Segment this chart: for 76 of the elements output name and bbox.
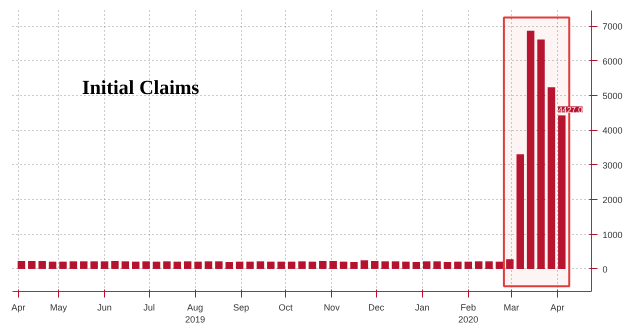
bar (548, 87, 556, 269)
x-tick-label: Feb 2020 (458, 302, 478, 324)
bar (246, 262, 254, 269)
bar (174, 262, 182, 269)
x-tick-label: Dec (368, 302, 385, 312)
x-tick-label: Aug 2019 (185, 302, 206, 324)
text: Initial Claims (82, 76, 200, 99)
bar (298, 261, 306, 269)
bar (132, 262, 140, 269)
bar (267, 262, 275, 269)
bar (474, 261, 482, 269)
y-tick-label: 6000 (602, 56, 623, 66)
bar (308, 262, 316, 269)
x-tick-label: Jul (143, 302, 155, 312)
bar (537, 39, 545, 269)
x-tick-label: Jan (415, 302, 430, 312)
x-tick-label: Sep (233, 302, 250, 312)
bar (38, 260, 46, 269)
data-label: 4427.0 (558, 105, 584, 114)
x-tick-label: Mar (504, 302, 520, 312)
y-tick-label: 0 (602, 264, 608, 274)
x-tick-label: Nov (324, 302, 340, 312)
bar (464, 262, 472, 269)
bar (381, 261, 389, 269)
bar (48, 262, 56, 269)
bar (277, 262, 285, 269)
bar (392, 261, 400, 269)
x-tick-label: May (50, 302, 68, 312)
x-tick-label: Oct (278, 302, 294, 312)
y-tick-label: 5000 (602, 90, 623, 101)
bar (288, 262, 296, 269)
bar (194, 262, 202, 269)
x-tick-label: Apr (550, 302, 564, 312)
bar (163, 261, 171, 269)
bar (485, 261, 493, 269)
bar (402, 262, 410, 269)
bar (319, 260, 327, 269)
bar (111, 260, 119, 269)
bar (80, 261, 88, 269)
bar (558, 115, 566, 269)
bar (506, 259, 514, 269)
bar (526, 30, 534, 269)
bar (516, 154, 524, 269)
bar (18, 260, 26, 269)
bar (204, 261, 212, 269)
bar (90, 261, 98, 269)
bar (256, 261, 264, 269)
bar (433, 261, 441, 269)
bar (350, 262, 358, 269)
x-tick-label: Jun (97, 302, 112, 312)
y-tick-label: 1000 (602, 230, 623, 240)
bar (371, 260, 378, 269)
y-tick-label: 3000 (602, 160, 623, 170)
bar (226, 262, 233, 269)
bar (329, 260, 337, 269)
bar (184, 261, 192, 269)
x-tick-label: Apr (11, 302, 26, 312)
bar (412, 262, 420, 269)
bar (122, 261, 130, 269)
bar (340, 262, 348, 269)
bar (454, 262, 462, 269)
y-tick-label: 2000 (602, 195, 623, 206)
bar (70, 261, 78, 269)
y-tick-label: 4000 (602, 126, 623, 136)
bar (152, 262, 160, 269)
bar (100, 261, 108, 269)
bar (496, 262, 504, 269)
bar (236, 262, 244, 269)
bar (215, 261, 223, 269)
bar (142, 261, 150, 269)
bar (28, 260, 36, 269)
bar (59, 262, 67, 269)
bar (444, 262, 452, 269)
bar (360, 260, 368, 269)
y-tick-label: 7000 (602, 22, 623, 32)
bar (422, 261, 430, 269)
